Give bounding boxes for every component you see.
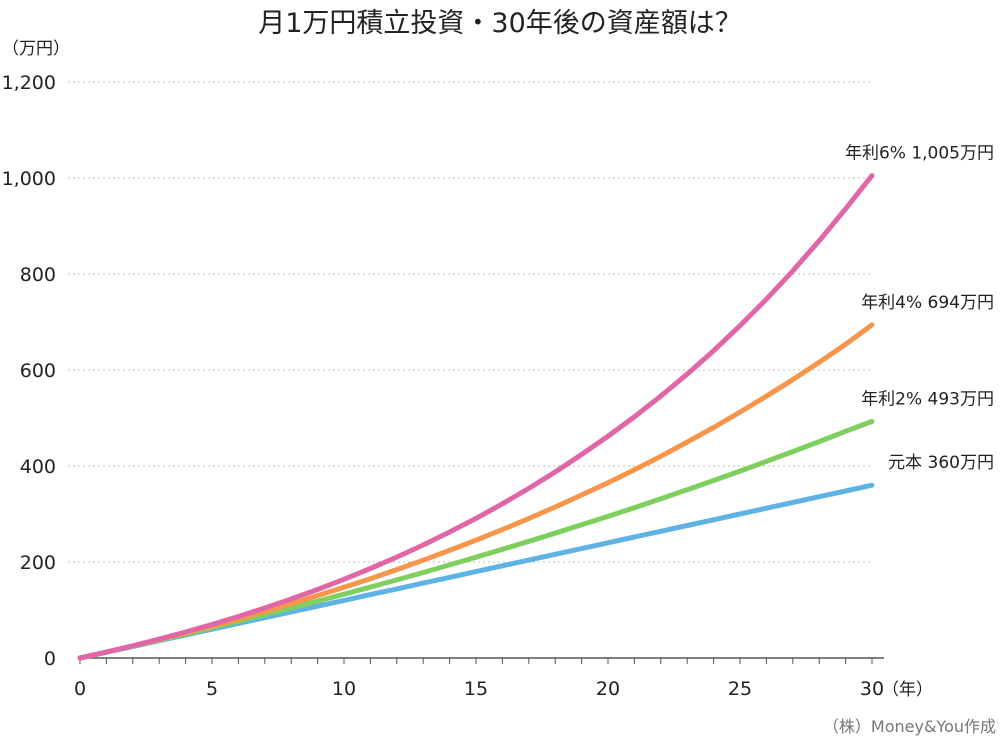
y-tick-label: 1,200 [2, 72, 56, 94]
source-credit: （株）Money&You作成 [823, 717, 996, 736]
x-axis-ticks: 0 5 10 15 20 25 30 [74, 658, 884, 700]
x-tick-label: 20 [596, 678, 620, 700]
x-tick-label: 25 [728, 678, 752, 700]
y-axis-tick-labels: 0 200 400 600 800 1,000 1,200 [2, 72, 56, 670]
x-tick-label: 0 [74, 678, 86, 700]
gridlines [68, 81, 872, 563]
y-tick-label: 1,000 [2, 168, 56, 190]
series-end-label: 年利6% 1,005万円 [845, 144, 994, 164]
x-tick-label: 5 [206, 678, 218, 700]
x-tick-label: 10 [332, 678, 356, 700]
series-end-label: 元本 360万円 [888, 453, 994, 473]
series-end-label: 年利2% 493万円 [861, 389, 994, 409]
series-line [77, 173, 875, 661]
series-lines [77, 173, 875, 661]
y-tick-label: 0 [44, 648, 56, 670]
x-tick-label: 15 [464, 678, 488, 700]
y-tick-label: 200 [20, 552, 56, 574]
y-tick-label: 800 [20, 264, 56, 286]
chart-title: 月1万円積立投資・30年後の資産額は？ [258, 8, 742, 39]
series-line [77, 322, 875, 661]
y-tick-label: 400 [20, 456, 56, 478]
x-tick-label: 30 [860, 678, 884, 700]
y-tick-label: 600 [20, 360, 56, 382]
series-end-label: 年利4% 694万円 [861, 293, 994, 313]
x-axis-unit-label: （年） [882, 680, 933, 700]
y-axis-unit-label: （万円） [2, 39, 70, 59]
